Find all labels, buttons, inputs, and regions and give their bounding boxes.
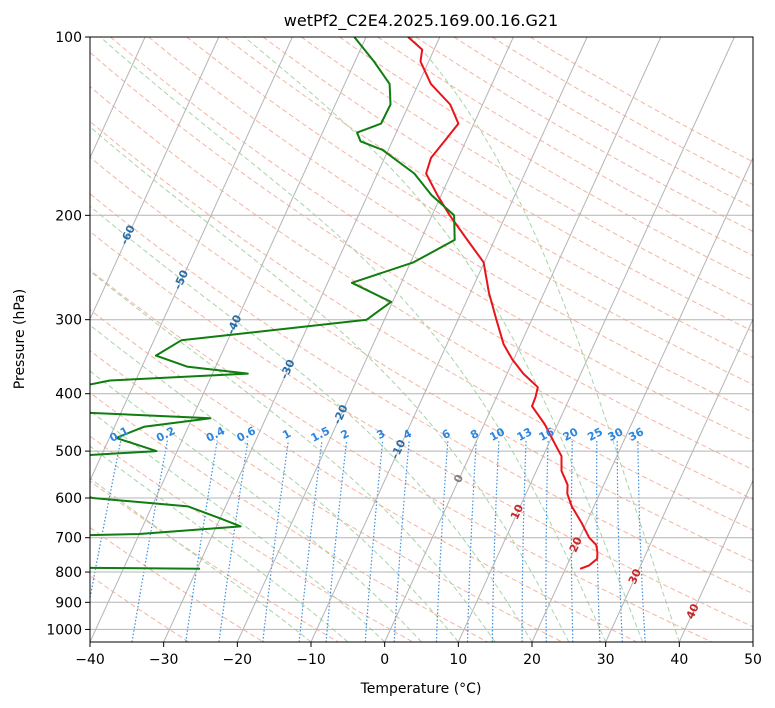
x-tick-label: 30 xyxy=(597,652,615,668)
y-tick-label: 900 xyxy=(55,595,82,611)
dry-adiabat xyxy=(301,37,753,307)
mixing-ratio-label: 30 xyxy=(606,425,626,444)
mixing-ratio-line xyxy=(393,440,410,642)
moist-adiabat xyxy=(410,37,680,642)
mixing-ratio-line xyxy=(131,440,168,642)
mixing-ratio-line xyxy=(298,440,323,642)
mixing-ratio-label: 16 xyxy=(537,425,557,444)
mixing-ratio-label: 10 xyxy=(487,425,507,444)
isotherm-line xyxy=(531,156,753,642)
isotherm-label: 10 xyxy=(508,502,526,522)
moist-adiabat xyxy=(90,445,349,642)
dry-adiabat xyxy=(90,435,414,642)
moist-adiabat xyxy=(90,126,570,642)
chart-series xyxy=(90,37,599,570)
x-axis-title: Temperature (°C) xyxy=(360,681,482,697)
mixing-ratio-line xyxy=(218,440,249,642)
dry-adiabat xyxy=(90,269,712,642)
moist-adiabat xyxy=(90,205,533,642)
x-tick-label: 20 xyxy=(523,652,541,668)
y-tick-label: 600 xyxy=(55,491,82,507)
isotherm-label: 40 xyxy=(684,601,702,621)
mixing-ratio-line xyxy=(262,440,289,642)
moist-adiabat xyxy=(90,477,312,642)
mixing-ratio-label: 13 xyxy=(515,425,535,444)
isotherm-line xyxy=(90,37,293,482)
isotherm-line xyxy=(310,37,588,642)
dry-adiabat xyxy=(339,37,753,281)
x-tick-label: 0 xyxy=(380,652,389,668)
y-tick-label: 400 xyxy=(55,387,82,403)
mixing-ratio-line xyxy=(364,440,384,642)
moist-adiabat xyxy=(244,37,643,642)
dry-adiabat xyxy=(453,37,753,209)
isotherm-label: 20 xyxy=(567,535,585,555)
moist-adiabat xyxy=(90,410,386,642)
mixing-ratio-line xyxy=(325,440,348,642)
y-tick-label: 700 xyxy=(55,531,82,547)
x-tick-label: −40 xyxy=(75,652,105,668)
dry-adiabat xyxy=(110,37,753,442)
chart-axes: −40 −30 −20 −10 0 10 20 30 40 50 1000 900 800 700 600 5… xyxy=(46,30,762,668)
chart-grid xyxy=(90,37,753,642)
y-tick-label: 1000 xyxy=(46,622,82,638)
dry-adiabat xyxy=(90,230,753,628)
y-tick-label: 200 xyxy=(55,208,82,224)
mixing-ratio-line xyxy=(435,440,449,642)
y-tick-label: 300 xyxy=(55,313,82,329)
y-tick-label: 500 xyxy=(55,444,82,460)
chart-title: wetPf2_C2E4.2025.169.00.16.G21 xyxy=(284,11,558,31)
dry-adiabat xyxy=(90,156,753,562)
x-tick-label: 50 xyxy=(744,652,762,668)
plot-frame xyxy=(89,36,754,643)
isotherm-line xyxy=(384,37,662,642)
dry-adiabat xyxy=(148,37,753,413)
isotherm-line xyxy=(90,37,220,321)
x-tick-label: −30 xyxy=(149,652,179,668)
dry-adiabat xyxy=(90,350,563,642)
dry-adiabat xyxy=(90,309,638,642)
temperature-profile xyxy=(407,37,599,570)
moist-adiabat xyxy=(100,37,607,642)
mixing-ratio-label: 25 xyxy=(585,425,605,444)
dry-adiabat xyxy=(377,37,753,257)
mixing-ratio-label: 20 xyxy=(561,425,581,444)
x-tick-label: −20 xyxy=(223,652,253,668)
y-tick-label: 800 xyxy=(55,565,82,581)
isotherm-line xyxy=(90,37,367,642)
x-tick-label: 40 xyxy=(670,652,688,668)
dry-adiabat xyxy=(262,37,753,332)
isotherm-label: 30 xyxy=(626,567,644,587)
y-tick-label: 100 xyxy=(55,30,82,46)
moist-adiabat xyxy=(90,270,496,642)
dewpoint-profile xyxy=(90,37,456,570)
mixing-ratio-line xyxy=(90,440,122,602)
dry-adiabat xyxy=(529,37,753,163)
moist-adiabat xyxy=(90,370,422,642)
x-tick-label: −10 xyxy=(296,652,326,668)
isotherm-line xyxy=(163,37,441,642)
mixing-ratio-label: 36 xyxy=(626,425,646,444)
isotherm-line xyxy=(90,37,146,159)
isotherm-line xyxy=(678,479,753,642)
isotherm-line xyxy=(605,318,753,642)
isotherm-line xyxy=(236,37,514,642)
isotherm-line xyxy=(457,37,735,642)
mixing-ratio-line xyxy=(185,440,218,642)
dry-adiabat xyxy=(224,37,753,359)
x-tick-label: 10 xyxy=(449,652,467,668)
dry-adiabat xyxy=(186,37,753,386)
y-axis-title: Pressure (hPa) xyxy=(12,289,28,389)
